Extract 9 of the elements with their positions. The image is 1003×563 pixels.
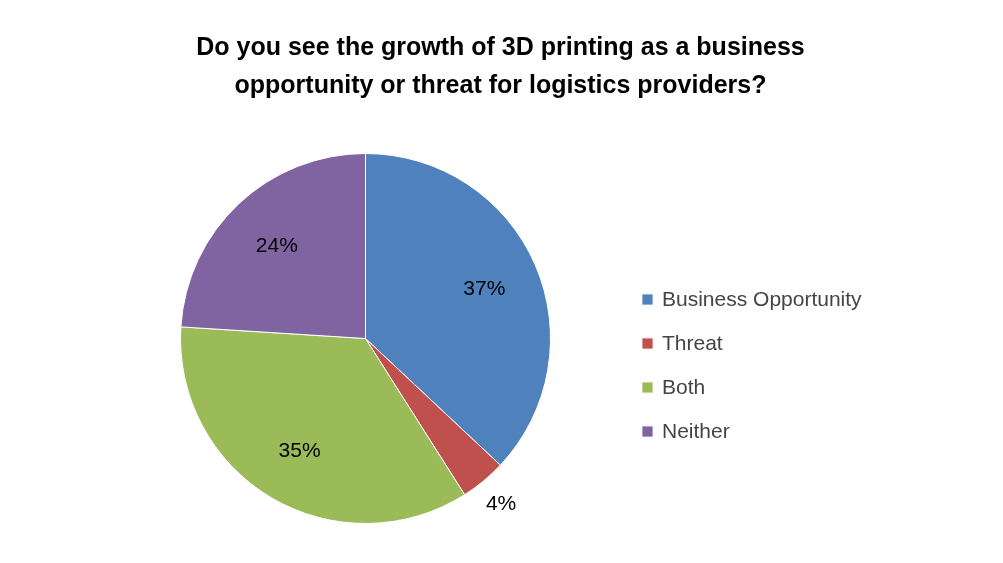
data-label: 37% xyxy=(463,275,506,299)
legend-label: Business Opportunity xyxy=(662,287,862,311)
legend-label: Neither xyxy=(662,419,730,443)
legend-label: Both xyxy=(662,375,706,399)
legend-label: Threat xyxy=(662,331,723,355)
data-label: 24% xyxy=(255,232,298,256)
chart-title: Do you see the growth of 3D printing as a business opportunity or threat for logistics providers? xyxy=(196,31,805,98)
data-label: 4% xyxy=(485,490,517,514)
data-label: 35% xyxy=(278,438,321,462)
